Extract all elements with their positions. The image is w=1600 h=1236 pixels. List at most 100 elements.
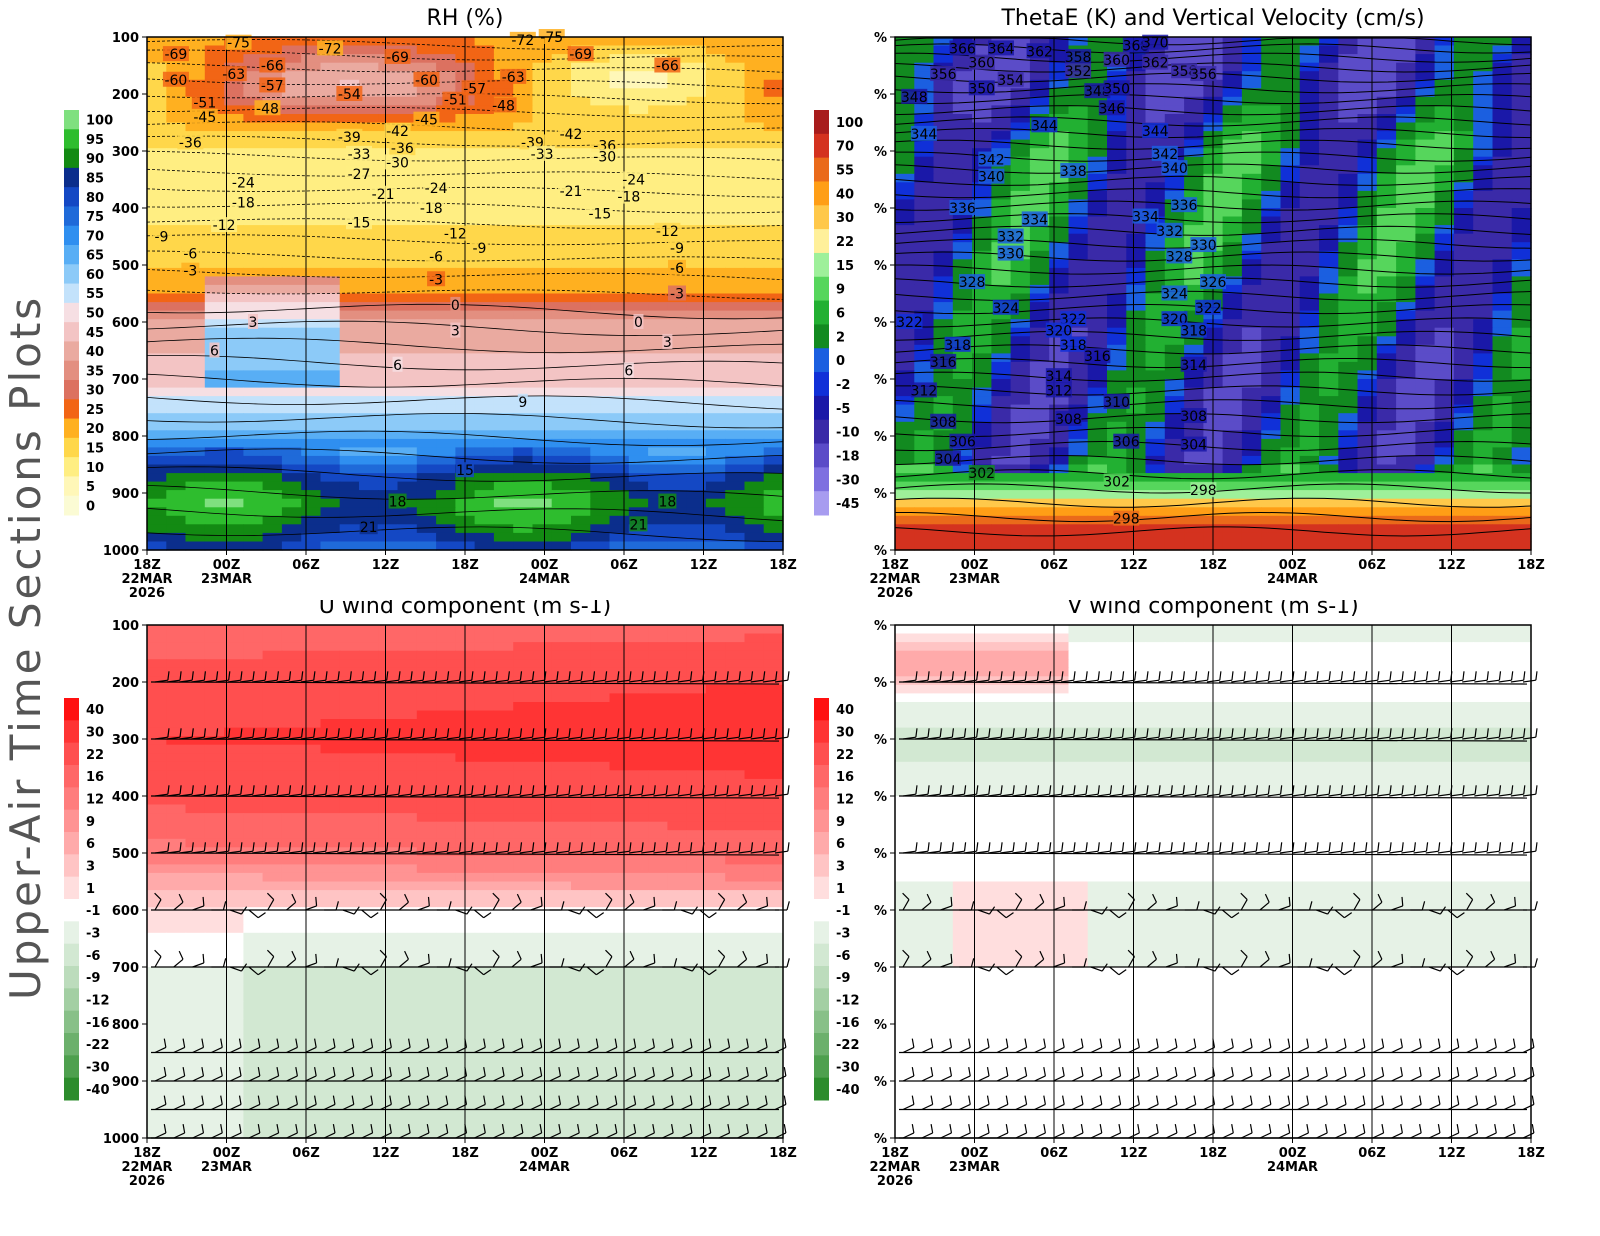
shade-cell	[532, 361, 553, 372]
shade-cell	[1241, 481, 1262, 491]
shade-cell	[301, 173, 322, 183]
shade-cell	[532, 62, 553, 72]
shade-cell	[1299, 379, 1320, 389]
shade-cell	[166, 148, 187, 158]
shade-cell	[416, 719, 437, 729]
shade-cell	[1338, 524, 1359, 534]
shade-cell	[436, 361, 456, 372]
shade-cell	[281, 676, 302, 686]
shade-cell	[1222, 62, 1243, 72]
shade-cell	[224, 208, 244, 218]
shade-cell	[744, 62, 765, 72]
shade-cell	[1107, 276, 1127, 286]
shade-cell	[1087, 182, 1108, 192]
shade-cell	[628, 421, 649, 431]
shade-cell	[320, 267, 341, 277]
shade-cell	[147, 156, 167, 166]
colorbar-label: 25	[86, 403, 104, 418]
shade-cell	[571, 515, 591, 525]
shade-cell	[725, 88, 746, 98]
shade-cell	[204, 455, 225, 466]
shade-cell	[1280, 199, 1301, 209]
shade-cell	[262, 276, 283, 286]
shade-cell	[301, 225, 322, 235]
shade-cell	[147, 676, 167, 686]
shade-cell	[1434, 173, 1455, 183]
colorbar-label: 35	[86, 364, 104, 379]
shade-cell	[1029, 284, 1050, 295]
x-date-label: 22MAR	[121, 572, 172, 587]
shade-cell	[1029, 430, 1050, 440]
shade-cell	[1010, 413, 1031, 423]
shade-cell	[320, 710, 341, 720]
shade-cell	[166, 165, 187, 175]
shade-cell	[744, 182, 765, 192]
shade-cell	[1299, 344, 1320, 354]
shade-cell	[378, 430, 399, 440]
shade-cell	[1068, 370, 1089, 380]
shade-cell	[224, 370, 244, 380]
contour-line	[894, 497, 1532, 508]
shade-cell	[474, 464, 495, 474]
shade-cell	[1453, 259, 1474, 269]
shade-cell	[1241, 336, 1262, 346]
shade-cell	[243, 413, 264, 423]
x-tick-label: 12Z	[1120, 558, 1148, 573]
shade-cell	[972, 190, 992, 200]
shade-cell	[147, 88, 167, 98]
shade-cell	[1434, 79, 1455, 89]
shade-cell	[571, 259, 591, 269]
shade-cell	[763, 379, 784, 389]
shade-cell	[359, 507, 379, 517]
y-tick-label: 600	[112, 316, 139, 331]
shade-cell	[301, 361, 322, 372]
shade-cell	[571, 208, 591, 218]
shade-cell	[667, 684, 688, 694]
shade-cell	[590, 45, 611, 55]
shade-cell	[281, 79, 302, 89]
shade-cell	[1126, 344, 1147, 354]
shade-cell	[281, 464, 302, 474]
shade-cell	[1184, 464, 1204, 474]
shade-cell	[1145, 464, 1166, 474]
shade-cell	[1145, 267, 1166, 277]
shade-cell	[436, 659, 456, 669]
shade-cell	[262, 667, 283, 677]
shade-cell	[301, 659, 322, 669]
shade-cell	[1164, 173, 1185, 183]
shade-cell	[1280, 114, 1301, 124]
shade-cell	[416, 684, 437, 694]
shade-cell	[378, 524, 399, 534]
shade-cell	[204, 684, 225, 694]
shade-cell	[166, 293, 187, 303]
shade-cell	[667, 515, 688, 525]
shade-cell	[952, 370, 973, 380]
shade-cell	[436, 667, 456, 677]
shade-cell	[628, 353, 649, 363]
shade-cell	[243, 79, 264, 89]
shade-cell	[1319, 507, 1339, 517]
shade-cell	[359, 88, 379, 98]
shade-cell	[972, 37, 992, 47]
shade-cell	[1280, 105, 1301, 115]
shade-cell	[1010, 139, 1031, 149]
shade-cell	[474, 642, 495, 652]
shade-cell	[224, 481, 244, 491]
shade-cell	[744, 633, 765, 643]
shade-cell	[705, 498, 726, 508]
shade-cell	[1145, 319, 1166, 329]
shade-cell	[416, 515, 437, 525]
shade-cell	[763, 105, 784, 115]
shade-cell	[1299, 276, 1320, 286]
shade-cell	[551, 481, 572, 491]
shade-cell	[1415, 233, 1436, 243]
shade-cell	[359, 659, 379, 669]
shade-cell	[397, 361, 418, 372]
shade-cell	[1473, 293, 1494, 303]
contour-label-bg	[1021, 211, 1048, 227]
shade-cell	[763, 327, 784, 337]
shade-cell	[1261, 361, 1282, 372]
shade-cell	[166, 310, 187, 320]
shade-cell	[1222, 199, 1243, 209]
shade-cell	[914, 284, 935, 295]
